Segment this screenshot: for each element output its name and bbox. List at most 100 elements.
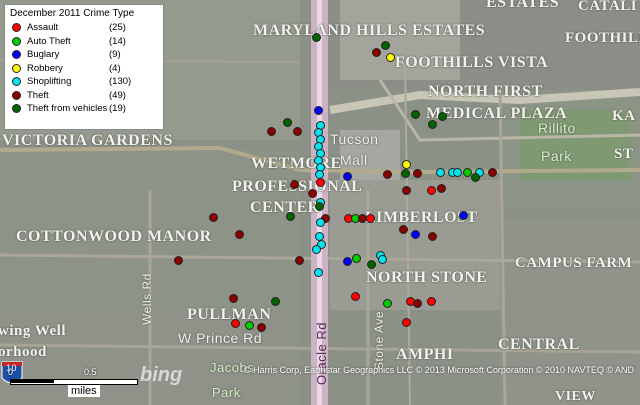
label-stone-ave: Stone Ave: [372, 311, 386, 370]
label-amphi: AMPHI: [396, 346, 454, 363]
label-victoria-gardens: VICTORIA GARDENS: [2, 132, 173, 149]
crime-point[interactable]: [401, 185, 411, 195]
legend-item-name: Auto Theft: [27, 35, 71, 47]
crime-point[interactable]: [173, 255, 183, 265]
crime-point[interactable]: [427, 119, 437, 129]
legend-swatch-icon: [12, 63, 21, 73]
legend-item-count: (49): [109, 89, 126, 101]
label-catali: CATALI: [578, 0, 638, 14]
crime-point[interactable]: [398, 224, 408, 234]
legend-swatch-icon: [12, 104, 21, 114]
label-center: CENTER: [250, 199, 320, 216]
legend-item-count: (4): [109, 62, 121, 74]
label-limberlost: LIMBERLOST: [365, 209, 478, 226]
legend-item-count: (14): [109, 35, 126, 47]
crime-point[interactable]: [316, 239, 326, 249]
crime-point[interactable]: [282, 117, 292, 127]
crime-point[interactable]: [244, 320, 254, 330]
label-medical-plaza: MEDICAL PLAZA: [426, 105, 568, 122]
crime-point[interactable]: [435, 167, 445, 177]
crime-point[interactable]: [437, 111, 447, 121]
legend-swatch-icon: [12, 23, 21, 33]
legend-item-name: Assault: [27, 22, 59, 34]
crime-point[interactable]: [412, 298, 422, 308]
label-jacobs-park: Park: [212, 385, 241, 400]
crime-point[interactable]: [412, 168, 422, 178]
crime-point[interactable]: [382, 298, 392, 308]
crime-point[interactable]: [436, 183, 446, 193]
scale-unit: miles: [68, 385, 100, 397]
label-wells-rd: Wells Rd: [140, 273, 154, 325]
legend-item: Assault (25): [10, 21, 158, 35]
label-north-stone: NORTH STONE: [366, 269, 488, 286]
crime-point[interactable]: [410, 109, 420, 119]
label-pullman: PULLMAN: [187, 306, 272, 323]
crime-point[interactable]: [365, 213, 375, 223]
crime-point[interactable]: [313, 105, 323, 115]
crime-point[interactable]: [307, 188, 317, 198]
label-wing-well: wing Well: [0, 323, 66, 339]
crime-point[interactable]: [292, 126, 302, 136]
interstate-shield-icon: [1, 361, 23, 384]
crime-point[interactable]: [452, 167, 462, 177]
crime-point[interactable]: [311, 32, 321, 42]
crime-point[interactable]: [382, 169, 392, 179]
legend-item-name: Shoplifting: [27, 76, 72, 88]
crime-point[interactable]: [426, 185, 436, 195]
label-tucson: Tucson: [330, 131, 379, 147]
crime-point[interactable]: [208, 212, 218, 222]
crime-point[interactable]: [285, 211, 295, 221]
crime-point[interactable]: [228, 293, 238, 303]
crime-point[interactable]: [234, 229, 244, 239]
legend-item: Shoplifting (130): [10, 75, 158, 89]
scale-bar-fill: [10, 379, 54, 383]
crime-point[interactable]: [315, 217, 325, 227]
crime-point[interactable]: [487, 167, 497, 177]
crime-point[interactable]: [458, 210, 468, 220]
label-jacobs: Jacobs: [210, 360, 255, 375]
label-north-first: NORTH FIRST: [428, 83, 543, 100]
crime-point[interactable]: [401, 159, 411, 169]
crime-point[interactable]: [266, 126, 276, 136]
crime-point[interactable]: [270, 296, 280, 306]
crime-point[interactable]: [311, 244, 321, 254]
crime-point[interactable]: [380, 40, 390, 50]
label-rillito-park: Park: [541, 148, 572, 164]
crime-point[interactable]: [426, 296, 436, 306]
legend-swatch-icon: [12, 50, 21, 60]
crime-point[interactable]: [313, 267, 323, 277]
bing-logo: bing: [140, 364, 183, 386]
legend-item-name: Theft: [27, 89, 49, 101]
legend-item-name: Robbery: [27, 62, 63, 74]
crime-point[interactable]: [371, 47, 381, 57]
legend-item-count: (9): [109, 49, 121, 61]
crime-point[interactable]: [289, 179, 299, 189]
crime-point[interactable]: [401, 317, 411, 327]
label-mall: Mall: [340, 152, 368, 168]
crime-point[interactable]: [314, 201, 324, 211]
label-ka: KA: [612, 108, 636, 124]
crime-point[interactable]: [342, 171, 352, 181]
crime-point[interactable]: [462, 167, 472, 177]
crime-point[interactable]: [366, 259, 376, 269]
scale-bar: 0 0.5 miles: [6, 367, 156, 399]
crime-point[interactable]: [385, 52, 395, 62]
legend-item-name: Theft from vehicles: [27, 103, 108, 115]
crime-point[interactable]: [351, 253, 361, 263]
crime-point[interactable]: [470, 172, 480, 182]
crime-point[interactable]: [315, 177, 325, 187]
crime-point[interactable]: [400, 168, 410, 178]
crime-point[interactable]: [377, 254, 387, 264]
crime-point[interactable]: [230, 318, 240, 328]
interstate-shield-number: 10: [6, 363, 18, 373]
crime-point[interactable]: [342, 256, 352, 266]
crime-point[interactable]: [410, 229, 420, 239]
crime-point[interactable]: [294, 255, 304, 265]
label-orhood: orhood: [0, 344, 47, 360]
crime-point[interactable]: [427, 231, 437, 241]
crime-point[interactable]: [350, 291, 360, 301]
crime-point[interactable]: [256, 322, 266, 332]
label-w-prince-rd: W Prince Rd: [178, 330, 263, 346]
